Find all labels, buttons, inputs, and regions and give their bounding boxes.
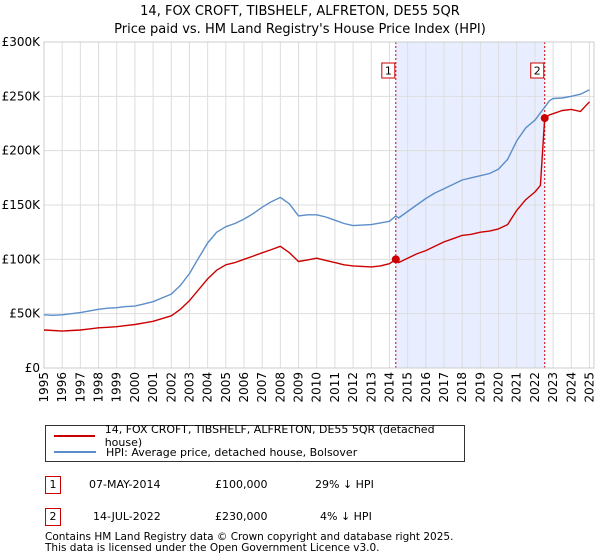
x-tick-label: 2016	[419, 372, 433, 403]
footer-copyright: Contains HM Land Registry data © Crown c…	[45, 531, 454, 543]
x-tick-label: 2012	[346, 372, 360, 403]
y-tick-label: £250K	[2, 89, 42, 103]
x-tick-label: 2020	[492, 372, 506, 403]
x-tick-label: 2001	[146, 372, 160, 403]
hpi-line-swatch	[54, 451, 96, 453]
x-tick-label: 2025	[582, 372, 596, 403]
chart-title: 14, FOX CROFT, TIBSHELF, ALFRETON, DE55 …	[140, 4, 460, 19]
sale-price: £100,000	[215, 478, 268, 491]
y-tick-label: £50K	[9, 307, 41, 321]
x-tick-label: 2013	[364, 372, 378, 403]
legend-item-property: 14, FOX CROFT, TIBSHELF, ALFRETON, DE55 …	[54, 423, 464, 449]
y-tick-label: £300K	[2, 35, 42, 49]
property-price-line	[43, 101, 591, 332]
x-tick-label: 2010	[310, 372, 324, 403]
sale-hpi-diff: 29% ↓ HPI	[315, 478, 374, 491]
x-tick-label: 2022	[528, 372, 542, 403]
sale-marker-label: 2	[534, 65, 541, 78]
legend: 14, FOX CROFT, TIBSHELF, ALFRETON, DE55 …	[45, 423, 465, 462]
x-tick-label: 2019	[473, 372, 487, 403]
x-tick-label: 1998	[92, 372, 106, 403]
footer-licence: This data is licensed under the Open Gov…	[45, 542, 380, 554]
x-tick-label: 2009	[292, 372, 306, 403]
y-tick-label: £0	[25, 361, 40, 375]
x-tick-label: 1995	[37, 372, 51, 403]
footer: Contains HM Land Registry data © Crown c…	[45, 532, 453, 554]
x-tick-label: 1996	[55, 372, 69, 403]
x-tick-label: 2005	[219, 372, 233, 403]
x-tick-label: 2006	[237, 372, 251, 403]
property-line-swatch	[54, 435, 95, 437]
x-tick-label: 2002	[164, 372, 178, 403]
sale-number-badge: 1	[45, 476, 61, 494]
x-tick-label: 2004	[201, 372, 215, 403]
sale-point	[391, 255, 400, 264]
x-tick-label: 2011	[328, 372, 342, 403]
y-tick-label: £100K	[2, 252, 42, 266]
hpi-line	[43, 89, 590, 316]
x-tick-label: 2017	[437, 372, 451, 403]
legend-label-property: 14, FOX CROFT, TIBSHELF, ALFRETON, DE55 …	[104, 423, 435, 449]
x-tick-label: 2024	[564, 372, 578, 403]
x-tick-label: 2008	[273, 372, 287, 403]
x-tick-label: 2003	[182, 372, 196, 403]
sale-marker-box	[530, 62, 545, 79]
sale-marker-box	[381, 62, 396, 79]
x-tick-label: 2023	[546, 372, 560, 403]
x-tick-label: 2014	[382, 372, 396, 403]
chart-subtitle: Price paid vs. HM Land Registry's House …	[114, 22, 486, 37]
x-tick-label: 2015	[401, 372, 415, 403]
sale-number-badge: 2	[45, 508, 61, 526]
legend-label-hpi: HPI: Average price, detached house, Bols…	[106, 445, 358, 459]
sale-point	[540, 114, 549, 123]
x-tick-label: 2007	[255, 372, 269, 403]
sale-marker-label: 1	[385, 65, 392, 78]
price-chart: £0 £50K £100K £150K £200K £250K £300K 1995 1996 1…	[2, 35, 597, 403]
x-tick-label: 1997	[73, 372, 87, 403]
sale-date: 07-MAY-2014	[89, 478, 161, 491]
sale-price: £230,000	[215, 510, 268, 523]
x-tick-label: 2021	[510, 372, 524, 403]
sale-hpi-diff: 4% ↓ HPI	[320, 510, 372, 523]
x-tick-label: 1999	[110, 372, 124, 403]
y-tick-label: £200K	[2, 144, 42, 158]
legend-item-hpi: HPI: Average price, detached house, Bols…	[54, 444, 357, 460]
plot-border	[43, 41, 595, 369]
x-tick-label: 2000	[128, 372, 142, 403]
sale-date: 14-JUL-2022	[93, 510, 161, 523]
x-tick-label: 2018	[455, 372, 469, 403]
y-tick-label: £150K	[2, 198, 42, 212]
